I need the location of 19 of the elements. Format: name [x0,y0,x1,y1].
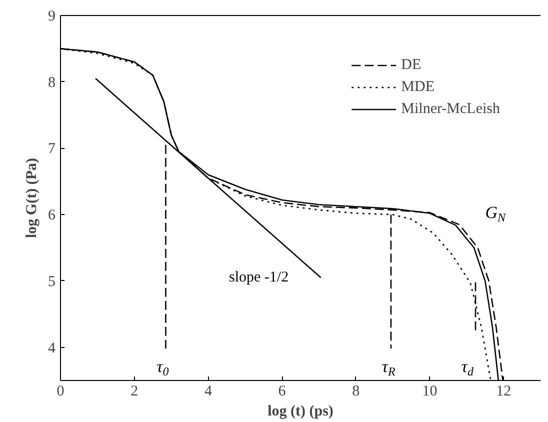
legend-label: DE [401,56,422,74]
x-tick-label: 0 [56,384,64,400]
annotation: slope -1/2 [229,270,289,286]
x-axis-title: log (t) (ps) [268,404,334,420]
y-tick-label: 5 [48,274,56,290]
x-tick-label: 4 [204,384,212,400]
y-tick-label: 4 [48,340,56,356]
x-tick-label: 8 [352,384,360,400]
x-tick-label: 12 [496,384,512,400]
x-tick-label: 6 [278,384,286,400]
legend-label: MDE [401,78,434,96]
y-tick-label: 6 [48,208,56,224]
x-tick-label: 10 [422,384,438,400]
legend-label: Milner-McLeish [401,100,500,118]
x-tick-label: 2 [130,384,138,400]
y-axis-title: log G(t) (Pa) [24,158,40,238]
y-tick-label: 7 [48,141,56,158]
y-tick-label: 8 [48,74,56,91]
y-tick-label: 9 [48,8,56,24]
